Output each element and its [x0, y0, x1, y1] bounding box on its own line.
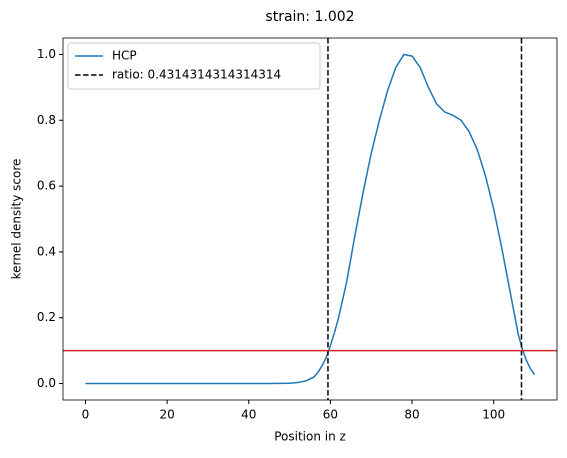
- x-tick-label: 80: [404, 408, 419, 422]
- plot-frame: [62, 37, 558, 401]
- y-axis-label: kernel density score: [10, 159, 24, 280]
- y-tick-label: 1.0: [37, 47, 56, 61]
- legend-box: [67, 42, 321, 90]
- x-tick-label: 60: [323, 408, 338, 422]
- y-tick-label: 0.4: [37, 244, 56, 258]
- x-axis-label: Position in z: [274, 430, 346, 444]
- y-tick-label: 0.6: [37, 179, 56, 193]
- legend-label: HCP: [112, 49, 137, 63]
- y-tick-label: 0.2: [37, 310, 56, 324]
- x-tick-label: 40: [241, 408, 256, 422]
- y-tick-label: 0.0: [37, 376, 56, 390]
- chart-title: strain: 1.002: [265, 9, 354, 25]
- x-tick-label: 20: [159, 408, 174, 422]
- data-line: [85, 53, 536, 385]
- legend-label: ratio: 0.4314314314314314: [112, 68, 281, 82]
- x-tick-label: 0: [82, 408, 90, 422]
- y-tick-label: 0.8: [37, 113, 56, 127]
- x-tick-label: 100: [482, 408, 505, 422]
